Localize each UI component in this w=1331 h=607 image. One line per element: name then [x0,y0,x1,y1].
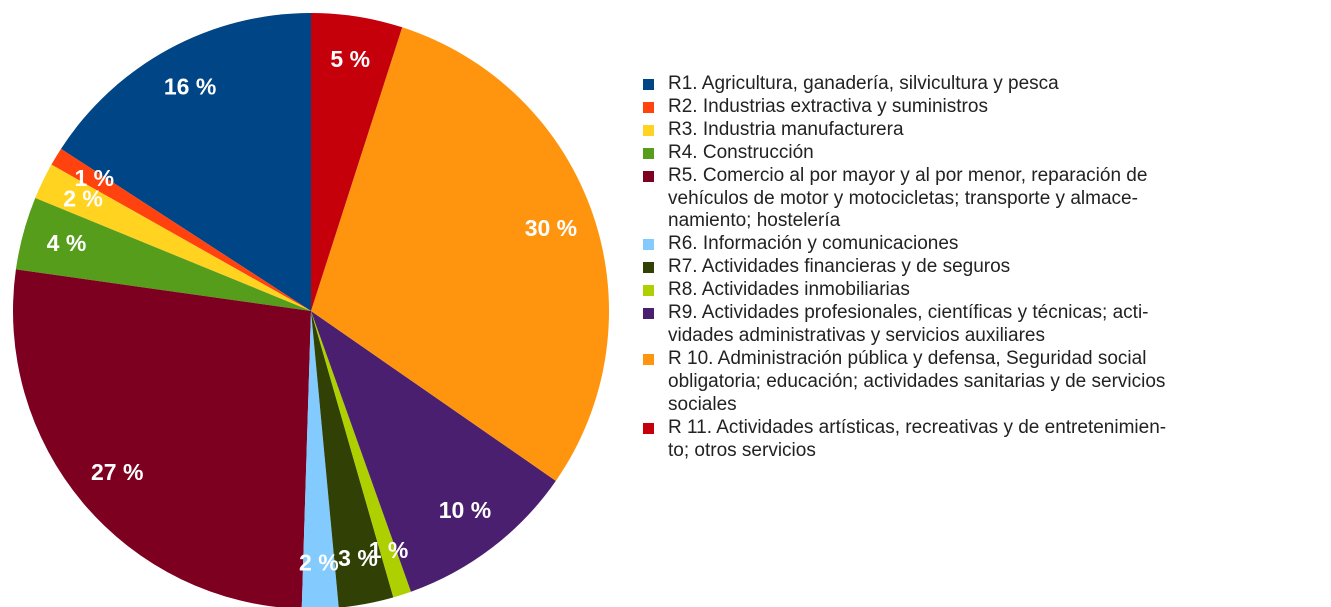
pie-slice [15,198,312,311]
value-label: 2 % [63,186,103,212]
legend-label: R1. Agricultura, ganadería, silvicultura… [668,73,1059,94]
pie-slice [311,311,394,607]
legend-label: R5. Comercio al por mayor y al por menor… [668,164,1148,232]
legend-item: R6. Información y comunicaciones [640,233,1166,256]
legend-item: R7. Actividades financieras y de seguros [640,256,1166,279]
legend-swatch [643,353,654,365]
value-label: 4 % [47,230,87,256]
pie-chart: 16 %1 %2 %4 %27 %2 % 3 %1 %10 %30 %5 % [13,13,609,607]
legend-label: R9. Actividades profesionales, científic… [668,302,1149,346]
legend-swatch [643,422,654,434]
legend-swatch [643,262,654,274]
legend-swatch [643,170,654,182]
legend-label: R6. Información y comunicaciones [668,233,959,255]
value-label: 3 % [338,545,378,571]
legend-swatch [643,308,654,320]
value-label: 2 % [299,549,339,575]
pie-slice [311,27,609,481]
pie-slice [35,164,311,311]
legend-item: R3. Industria manufacturera [640,119,1166,142]
value-label: 1 % [369,537,409,563]
legend-item: R2. Industrias extractiva y suministros [640,96,1166,119]
legend-swatch [643,101,654,113]
value-label: 30 % [525,215,577,241]
pie-slice [51,148,311,311]
value-label: 10 % [439,497,491,523]
legend-label: R7. Actividades financieras y de seguros [668,256,1011,278]
pie-slice [13,269,311,607]
legend-label: R4. Construcción [668,141,814,163]
legend-swatch [643,239,654,251]
legend-item: R4. Construcción [640,142,1166,165]
legend-item: R9. Actividades profesionales, científic… [640,302,1166,348]
value-label: 5 % [330,46,370,72]
legend-label: R3. Industria manufacturera [668,118,904,140]
legend-item: R5. Comercio al por mayor y al por menor… [640,165,1166,234]
value-label: 16 % [164,74,216,100]
legend-item: R1. Agricultura, ganadería, silvicultura… [640,73,1166,96]
legend-label: R8. Actividades inmobiliarias [668,279,910,301]
legend-swatch [643,147,654,159]
legend: R1. Agricultura, ganadería, silvicultura… [640,73,1166,462]
pie-slice [311,311,411,598]
legend-item: R 10. Administración pública y defensa, … [640,348,1166,417]
pie-slice [311,311,556,592]
legend-label: R 11. Actividades artísticas, recreativa… [668,416,1167,461]
legend-label: R2. Industrias extractiva y suministros [668,95,988,117]
legend-item: R8. Actividades inmobiliarias [640,279,1166,302]
value-label: 1 % [74,165,114,191]
pie-slice [60,13,311,311]
value-label: 27 % [91,459,143,485]
legend-item: R 11. Actividades artísticas, recreativa… [640,417,1166,463]
legend-swatch [643,285,654,297]
legend-label: R 10. Administración pública y defensa, … [668,347,1166,415]
pie-slice [311,13,403,311]
legend-swatch [643,79,654,90]
legend-swatch [643,124,654,136]
pie-slice [301,311,339,607]
